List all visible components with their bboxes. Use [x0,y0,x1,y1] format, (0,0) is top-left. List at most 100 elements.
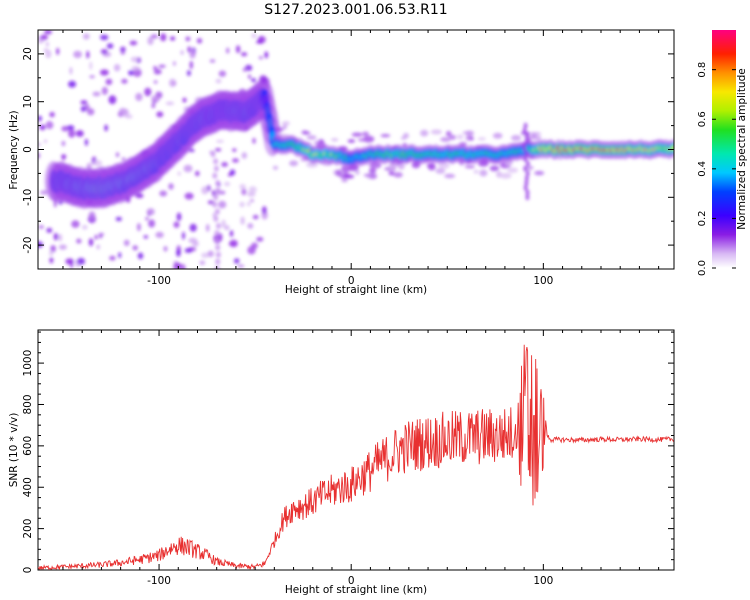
heatmap-speckle [525,136,529,143]
heatmap-speckle [135,92,143,102]
heatmap-speckle [80,100,88,105]
heatmap-speckle [118,252,122,259]
heatmap-speckle [393,172,403,178]
heatmap-speckle [420,129,429,137]
heatmap-speckle [156,111,164,118]
heatmap-speckle [213,194,219,201]
x-tick-label: 0 [348,275,355,287]
heatmap-speckle [123,239,130,247]
heatmap-speckle [250,199,254,203]
heatmap-speckle [235,45,241,54]
heatmap-speckle [94,234,98,240]
heatmap-speckle [45,49,52,59]
snr-panel: -100 0 100 0 200 400 600 800 1000 Height of str… [8,329,675,596]
heatmap-speckle [143,235,149,239]
heatmap-speckle [177,171,181,176]
heatmap-speckle [69,67,73,75]
heatmap-speckle [104,124,109,132]
heatmap-speckle [136,223,141,232]
heatmap-speckle [343,174,355,179]
heatmap-speckle [86,50,90,59]
heatmap-speckle [251,33,257,39]
heatmap-speckle [522,127,527,134]
heatmap-speckle [525,151,530,158]
heatmap-speckle [93,160,103,167]
y-tick-label: 400 [22,477,34,497]
heatmap-speckle [252,214,259,220]
heatmap-speckle [229,239,238,248]
heatmap-speckle [251,78,257,83]
heatmap-speckle [89,75,95,79]
snr-x-ticks: -100 0 100 [62,330,660,587]
heatmap-speckle [108,95,117,105]
heatmap-speckle [534,170,545,176]
heatmap-speckle [479,169,488,177]
heatmap-speckle [247,223,254,229]
heatmap-speckle [357,138,368,142]
heatmap-speckle [523,165,528,172]
heatmap-speckle [163,246,168,252]
heatmap-speckle [160,33,167,42]
heatmap-speckle [153,80,158,84]
heatmap-speckle [529,132,542,136]
heatmap-speckle [147,36,154,46]
colorbar-tick-label: 0.2 [697,210,708,226]
heatmap-speckle [242,67,247,72]
heatmap-speckle [61,140,66,147]
heatmap-speckle [44,30,52,35]
heatmap-speckle [335,169,342,177]
heatmap-speckle [76,257,86,265]
heatmap-speckle [261,206,267,214]
heatmap-speckle [240,216,245,225]
heatmap-speckle [225,47,230,54]
heatmap-speckle [368,167,377,174]
heatmap-speckle [248,186,257,194]
heatmap-speckle [214,237,220,244]
heatmap-speckle [68,129,76,138]
heatmap-speckle [525,194,530,201]
heatmap-speckle [183,164,193,173]
heatmap-speckle [53,233,59,241]
heatmap-speckle [153,68,162,75]
y-tick-label: 1000 [22,350,34,377]
heatmap-speckle [176,249,181,257]
heatmap-speckle [100,69,109,76]
heatmap-speckle [247,246,256,255]
heatmap-speckle [133,68,142,77]
heatmap-speckle [58,244,67,250]
heatmap-speckle [227,173,233,177]
heatmap-speckle [448,134,457,140]
heatmap-speckle [264,51,269,59]
heatmap-speckle [199,260,206,266]
spectrogram-x-axis-label: Height of straight line (km) [285,284,427,296]
heatmap-speckle [232,148,237,152]
heatmap-speckle [38,142,42,147]
heatmap-speckle [525,160,530,167]
heatmap-speckle [58,233,63,242]
heatmap-speckle [181,264,186,269]
heatmap-speckle [38,115,42,122]
heatmap-speckle [137,252,144,260]
heatmap-speckle [430,129,443,135]
heatmap-speckle [113,63,121,72]
heatmap-speckle [129,40,138,46]
heatmap-speckle [186,70,191,76]
heatmap-speckle [121,157,126,161]
heatmap-speckle [522,141,527,148]
heatmap-speckle [115,216,123,222]
heatmap-speckle [524,180,529,186]
heatmap-speckle [158,64,166,68]
heatmap-speckle [213,215,219,222]
heatmap-speckle [380,134,391,138]
heatmap-speckle [403,132,409,139]
heatmap-speckle [306,135,317,140]
colorbar-gradient [712,30,736,268]
heatmap-speckle [100,34,109,41]
heatmap-speckle [444,173,456,179]
heatmap-speckle [219,190,226,195]
heatmap-speckle [207,250,214,258]
heatmap-speckle [120,46,126,53]
snr-x-axis-label: Height of straight line (km) [285,584,427,596]
